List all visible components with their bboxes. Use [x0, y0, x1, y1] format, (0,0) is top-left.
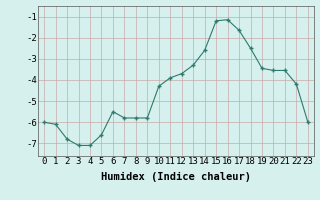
X-axis label: Humidex (Indice chaleur): Humidex (Indice chaleur): [101, 172, 251, 182]
